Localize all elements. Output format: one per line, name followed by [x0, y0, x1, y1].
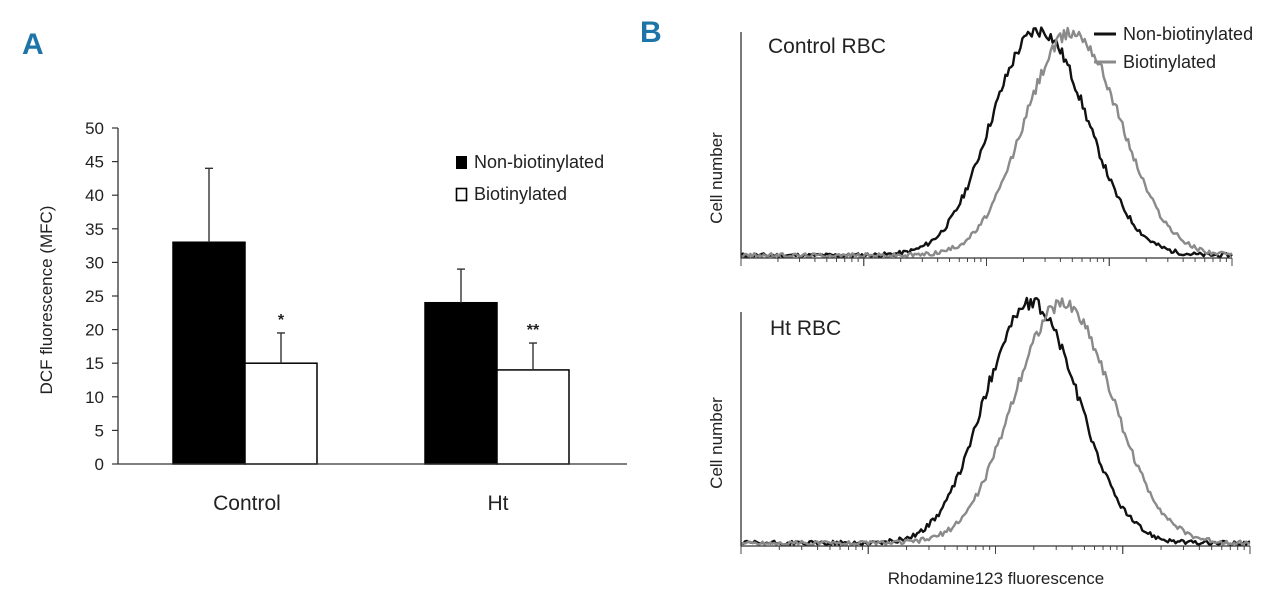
bar-non-biotinylated-control	[172, 241, 246, 465]
y-tick-label: 50	[85, 119, 104, 138]
y-tick-label: 35	[85, 220, 104, 239]
histogram-x-axis-title: Rhodamine123 fluorescence	[888, 569, 1104, 588]
y-tick-label: 45	[85, 153, 104, 172]
y-tick-label: 5	[95, 421, 104, 440]
histogram-title-control: Control RBC	[768, 35, 886, 58]
y-tick-label: 15	[85, 354, 104, 373]
bar-category-labels: Control Ht	[213, 492, 509, 515]
histogram-legend: Non-biotinylated Biotinylated	[1094, 24, 1253, 72]
legend-label-biotinylated: Biotinylated	[474, 184, 567, 204]
category-label-control: Control	[213, 492, 281, 515]
hist-legend-label-non-biotinylated: Non-biotinylated	[1123, 24, 1253, 44]
histogram-x-ticks-control	[740, 258, 1233, 266]
histogram-curve-biotinylated	[740, 26, 1233, 258]
significance-star-control: *	[278, 312, 285, 329]
histogram-curve-biotinylated	[740, 297, 1251, 546]
significance-star-ht: **	[527, 322, 540, 339]
bar-y-ticks: 0 5 10 15 20 25 30 35 40 45 50	[85, 119, 118, 474]
histogram-curves-control	[740, 26, 1233, 258]
panel-a-letter: A	[22, 28, 44, 61]
histogram-curve-non-biotinylated	[740, 296, 1251, 546]
significance-labels: * **	[278, 312, 540, 339]
category-label-ht: Ht	[488, 492, 509, 515]
bar-biotinylated-control	[244, 362, 318, 465]
histogram-y-axis-title-ht: Cell number	[707, 397, 726, 489]
histogram-y-axis-title-control: Cell number	[707, 132, 726, 224]
histogram-x-ticks-ht	[740, 546, 1251, 554]
bar-rects	[172, 241, 570, 465]
y-tick-label: 30	[85, 253, 104, 272]
histogram-title-ht: Ht RBC	[770, 317, 841, 340]
legend-swatch-biotinylated	[455, 187, 468, 202]
y-tick-label: 0	[95, 455, 104, 474]
histogram-curves-ht	[740, 296, 1251, 546]
y-tick-label: 10	[85, 388, 104, 407]
legend-swatch-non-biotinylated	[456, 156, 467, 169]
bar-biotinylated-ht	[496, 369, 570, 465]
y-tick-label: 20	[85, 321, 104, 340]
hist-legend-label-biotinylated: Biotinylated	[1123, 52, 1216, 72]
bar-error-bars	[205, 167, 537, 370]
bar-non-biotinylated-ht	[424, 301, 498, 465]
histogram-control-rbc: Control RBC Cell number Non-biotinylated…	[707, 24, 1253, 266]
histogram-ht-rbc: Ht RBC Cell number Rhodamine123 fluoresc…	[707, 296, 1251, 588]
bar-chart: DCF fluorescence (MFC) 0 5 10 15 20 25 30 35 40 4…	[37, 119, 627, 515]
bar-legend: Non-biotinylated Biotinylated	[455, 152, 604, 204]
y-tick-label: 40	[85, 186, 104, 205]
legend-label-non-biotinylated: Non-biotinylated	[474, 152, 604, 172]
bar-y-axis-title: DCF fluorescence (MFC)	[37, 206, 56, 395]
panel-b-letter: B	[640, 16, 662, 49]
y-tick-label: 25	[85, 287, 104, 306]
